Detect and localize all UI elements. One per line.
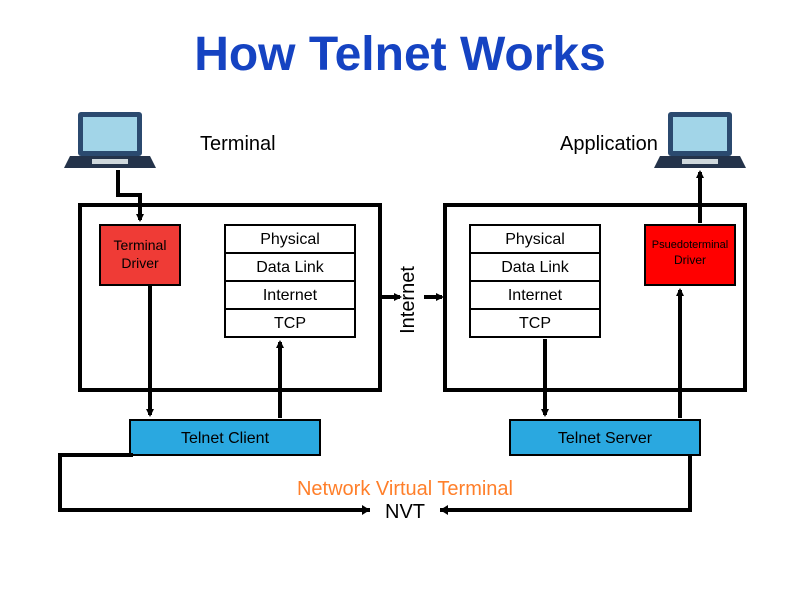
pseudoterminal-driver-box: Psuedoterminal Driver: [645, 225, 735, 285]
telnet-server-box: Telnet Server: [510, 420, 700, 455]
telnet-client-label: Telnet Client: [181, 430, 270, 447]
pseudo-driver-l2: Driver: [674, 253, 706, 267]
nvt-arrowhead-right: [440, 505, 448, 515]
server-stack-physical: Physical: [505, 231, 565, 248]
terminal-driver-box: Terminal Driver: [100, 225, 180, 285]
nvt-arrowhead-left: [362, 505, 370, 515]
server-stack-internet: Internet: [508, 287, 563, 304]
terminal-driver-l1: Terminal: [114, 237, 167, 253]
nvt-label-full: Network Virtual Terminal: [297, 478, 513, 500]
application-label: Application: [560, 133, 658, 155]
diagram-title: How Telnet Works: [194, 28, 606, 81]
client-protocol-stack: Physical Data Link Internet TCP: [225, 225, 355, 337]
terminal-laptop-icon: [64, 112, 156, 168]
client-stack-physical: Physical: [260, 231, 320, 248]
client-stack-datalink: Data Link: [256, 259, 325, 276]
client-stack-internet: Internet: [263, 287, 318, 304]
server-stack-datalink: Data Link: [501, 259, 570, 276]
telnet-server-label: Telnet Server: [558, 430, 653, 447]
nvt-label-short: NVT: [385, 501, 425, 523]
server-stack-tcp: TCP: [519, 315, 551, 332]
client-stack-tcp: TCP: [274, 315, 306, 332]
telnet-client-box: Telnet Client: [130, 420, 320, 455]
internet-label: Internet: [397, 266, 419, 334]
pseudo-driver-l1: Psuedoterminal: [652, 239, 728, 251]
terminal-label: Terminal: [200, 133, 276, 155]
application-laptop-icon: [654, 112, 746, 168]
terminal-driver-l2: Driver: [121, 255, 159, 271]
server-protocol-stack: Physical Data Link Internet TCP: [470, 225, 600, 337]
